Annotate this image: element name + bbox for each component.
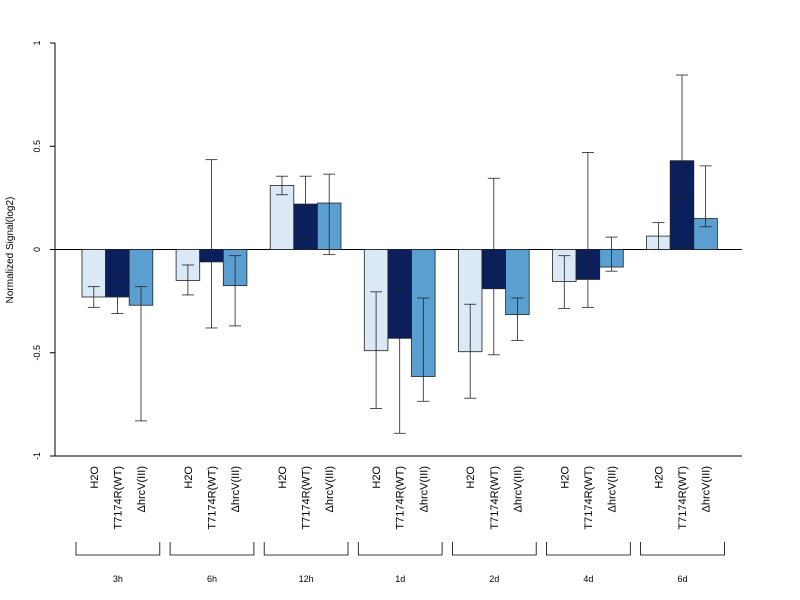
category-label: T7174R(WT) [207, 466, 219, 530]
error-bar-2d-3 [511, 297, 524, 341]
group-label: 6h [207, 574, 217, 584]
category-label: H2O [559, 466, 571, 489]
category-label: H2O [89, 466, 101, 489]
group-label: 4d [583, 574, 593, 584]
category-label: H2O [371, 466, 383, 489]
error-bar-12h-1 [276, 175, 288, 196]
y-axis: -1 -0.5 0 0.5 1 [32, 40, 56, 460]
error-bar-3h-1 [87, 286, 100, 308]
group-label: 2d [489, 574, 499, 584]
error-bar-6d-1 [652, 222, 665, 250]
category-label: H2O [277, 466, 289, 489]
error-bar-12h-3 [323, 173, 336, 256]
y-axis-label: Normalized Signal(log2) [5, 197, 16, 304]
group-bracket [75, 542, 161, 556]
group-bracket [452, 542, 537, 556]
error-bar-12h-2 [299, 175, 312, 240]
group-label: 3h [113, 574, 123, 584]
category-label: T7174R(WT) [112, 466, 124, 530]
y-tick-label: 1 [32, 40, 42, 45]
error-bar-6h-2 [205, 159, 218, 329]
category-label: H2O [653, 466, 665, 489]
error-bar-1d-1 [370, 291, 383, 409]
category-label: H2O [183, 466, 195, 489]
category-label: T7174R(WT) [583, 466, 595, 530]
group-label: 1d [395, 574, 405, 584]
error-bar-2d-1 [464, 303, 477, 399]
y-tick-label: -0.5 [32, 345, 42, 361]
group-label: 12h [299, 574, 314, 584]
error-bar-4d-1 [558, 255, 571, 309]
error-bar-6h-1 [181, 264, 194, 296]
error-bar-3h-3 [135, 286, 147, 422]
y-tick-label: -1 [32, 452, 42, 460]
group-bracket [546, 542, 631, 556]
error-bars-layer [87, 74, 712, 434]
group-label: 6d [677, 574, 687, 584]
category-label: ΔhrcV(III) [512, 466, 524, 512]
error-bar-1d-2 [393, 289, 406, 434]
x-axis: H2O T7174R(WT) ΔhrcV(III) 3h H2O T7174R(WT) Δh… [55, 455, 742, 584]
error-bar-6h-3 [229, 255, 242, 327]
group-bracket [169, 542, 255, 556]
category-label: ΔhrcV(III) [324, 466, 336, 512]
category-label: H2O [465, 466, 477, 489]
category-label: ΔhrcV(III) [136, 466, 148, 512]
y-tick-label: 0 [32, 247, 42, 252]
error-bar-4d-3 [605, 236, 618, 272]
error-bar-2d-2 [487, 177, 500, 356]
error-bar-1d-3 [417, 297, 430, 402]
group-bracket [263, 542, 349, 556]
category-label: ΔhrcV(III) [418, 466, 430, 512]
category-label: T7174R(WT) [395, 466, 407, 530]
category-label: T7174R(WT) [489, 466, 501, 530]
category-label: T7174R(WT) [301, 466, 313, 530]
error-bar-6d-2 [676, 74, 688, 199]
y-tick-label: 0.5 [32, 140, 42, 153]
error-bar-4d-2 [581, 152, 594, 308]
group-bracket [357, 542, 443, 556]
category-label: ΔhrcV(III) [607, 466, 619, 512]
error-bar-3h-2 [111, 275, 124, 314]
category-label: T7174R(WT) [677, 466, 689, 530]
category-label: ΔhrcV(III) [230, 466, 242, 512]
category-label: ΔhrcV(III) [701, 466, 713, 512]
group-bracket [640, 542, 725, 556]
error-bar-6d-3 [699, 165, 712, 228]
